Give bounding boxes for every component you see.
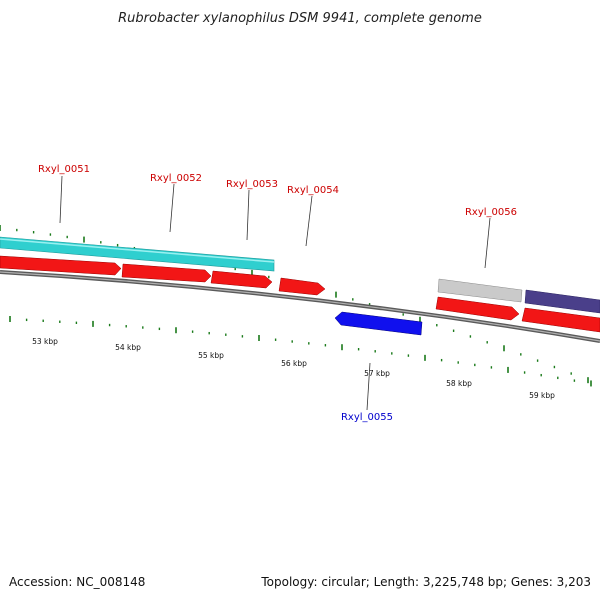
- kbp-label-55: 55 kbp: [198, 351, 224, 360]
- grey-feature-bar[interactable]: [437, 278, 523, 303]
- gene-label-rxyl-0055[interactable]: Rxyl_0055: [341, 412, 393, 423]
- leader-line-0054: [305, 195, 313, 247]
- cds-arrow-rxyl-0055[interactable]: [334, 311, 423, 336]
- kbp-label-53: 53 kbp: [32, 337, 58, 346]
- cds-arrow-rxyl-0052[interactable]: [121, 263, 212, 283]
- cyan-feature-highlight: [0, 238, 275, 263]
- lower-tick-track: [9, 316, 592, 387]
- purple-feature-bar[interactable]: [524, 289, 600, 314]
- gene-label-rxyl-0051[interactable]: Rxyl_0051: [38, 164, 90, 175]
- leader-line-0056: [484, 217, 491, 269]
- cds-arrow-rxyl-0057[interactable]: [435, 296, 520, 321]
- accession-text: Accession: NC_008148: [9, 575, 145, 589]
- genome-backbone-highlight: [0, 271, 600, 342]
- cds-arrow-rxyl-0058[interactable]: [521, 307, 600, 333]
- leader-line-0052: [169, 183, 175, 233]
- gene-label-rxyl-0052[interactable]: Rxyl_0052: [150, 173, 202, 184]
- map-title: Rubrobacter xylanophilus DSM 9941, compl…: [118, 11, 482, 26]
- kbp-label-56: 56 kbp: [281, 359, 307, 368]
- gene-label-rxyl-0056[interactable]: Rxyl_0056: [465, 207, 517, 218]
- leader-line-0051: [59, 175, 63, 224]
- cds-arrow-rxyl-0054[interactable]: [278, 277, 326, 296]
- gene-label-rxyl-0054[interactable]: Rxyl_0054: [287, 185, 339, 196]
- genome-summary-text: Topology: circular; Length: 3,225,748 bp…: [260, 575, 591, 589]
- leader-line-0055: [366, 362, 371, 411]
- kbp-label-59: 59 kbp: [529, 391, 555, 400]
- kbp-label-54: 54 kbp: [115, 343, 141, 352]
- cds-arrow-rxyl-0051[interactable]: [0, 255, 122, 276]
- gene-label-rxyl-0053[interactable]: Rxyl_0053: [226, 179, 278, 190]
- cds-arrow-rxyl-0053[interactable]: [210, 270, 273, 289]
- kbp-label-58: 58 kbp: [446, 379, 472, 388]
- leader-line-0053: [246, 189, 250, 241]
- kbp-label-57: 57 kbp: [364, 369, 390, 378]
